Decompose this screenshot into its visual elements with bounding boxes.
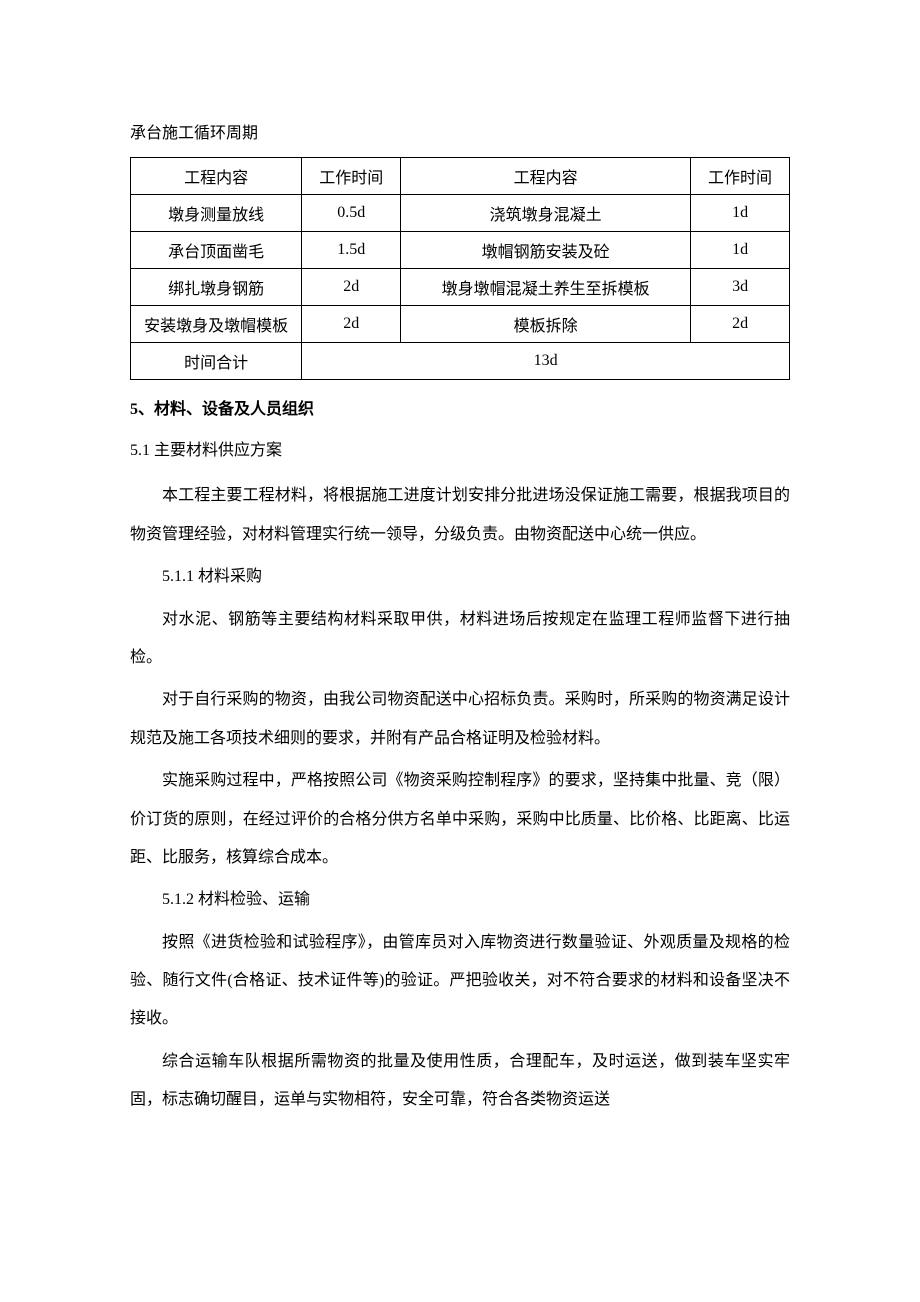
body-paragraph: 对水泥、钢筋等主要结构材料采取甲供，材料进场后按规定在监理工程师监督下进行抽检。 (130, 601, 790, 678)
table-row: 承台顶面凿毛 1.5d 墩帽钢筋安装及砼 1d (131, 231, 790, 268)
table-cell: 承台顶面凿毛 (131, 231, 302, 268)
table-cell: 2d (302, 305, 401, 342)
section-5-heading: 5、材料、设备及人员组织 (130, 396, 790, 425)
header-cell: 工作时间 (302, 157, 401, 194)
table-cell: 墩身墩帽混凝土养生至拆模板 (401, 268, 691, 305)
table-header-row: 工程内容 工作时间 工程内容 工作时间 (131, 157, 790, 194)
body-paragraph: 按照《进货检验和试验程序》，由管库员对入库物资进行数量验证、外观质量及规格的检验… (130, 924, 790, 1039)
table-cell: 绑扎墩身钢筋 (131, 268, 302, 305)
table-cell: 3d (691, 268, 790, 305)
section-5-1-2-heading: 5.1.2 材料检验、运输 (130, 881, 790, 919)
header-cell: 工程内容 (401, 157, 691, 194)
table-cell: 浇筑墩身混凝土 (401, 194, 691, 231)
table-cell: 2d (302, 268, 401, 305)
table-row: 安装墩身及墩帽模板 2d 模板拆除 2d (131, 305, 790, 342)
body-paragraph: 本工程主要工程材料，将根据施工进度计划安排分批进场没保证施工需要，根据我项目的物… (130, 477, 790, 554)
table-row: 绑扎墩身钢筋 2d 墩身墩帽混凝土养生至拆模板 3d (131, 268, 790, 305)
section-5-1-1-heading: 5.1.1 材料采购 (130, 558, 790, 596)
table-cell: 墩帽钢筋安装及砼 (401, 231, 691, 268)
table-cell: 2d (691, 305, 790, 342)
total-label-cell: 时间合计 (131, 342, 302, 379)
table-cell: 1d (691, 231, 790, 268)
table-row: 墩身测量放线 0.5d 浇筑墩身混凝土 1d (131, 194, 790, 231)
table-cell: 1.5d (302, 231, 401, 268)
section-5-1-heading: 5.1 主要材料供应方案 (130, 437, 790, 466)
table-cell: 墩身测量放线 (131, 194, 302, 231)
table-cell: 1d (691, 194, 790, 231)
body-paragraph: 对于自行采购的物资，由我公司物资配送中心招标负责。采购时，所采购的物资满足设计规… (130, 681, 790, 758)
table-cell: 0.5d (302, 194, 401, 231)
table-title: 承台施工循环周期 (130, 120, 790, 149)
total-value-cell: 13d (302, 342, 790, 379)
header-cell: 工程内容 (131, 157, 302, 194)
body-paragraph: 实施采购过程中，严格按照公司《物资采购控制程序》的要求，坚持集中批量、竞（限）价… (130, 762, 790, 877)
body-paragraph: 综合运输车队根据所需物资的批量及使用性质，合理配车，及时运送，做到装车坚实牢固，… (130, 1043, 790, 1120)
table-cell: 安装墩身及墩帽模板 (131, 305, 302, 342)
header-cell: 工作时间 (691, 157, 790, 194)
table-total-row: 时间合计 13d (131, 342, 790, 379)
table-cell: 模板拆除 (401, 305, 691, 342)
cycle-table: 工程内容 工作时间 工程内容 工作时间 墩身测量放线 0.5d 浇筑墩身混凝土 … (130, 157, 790, 380)
